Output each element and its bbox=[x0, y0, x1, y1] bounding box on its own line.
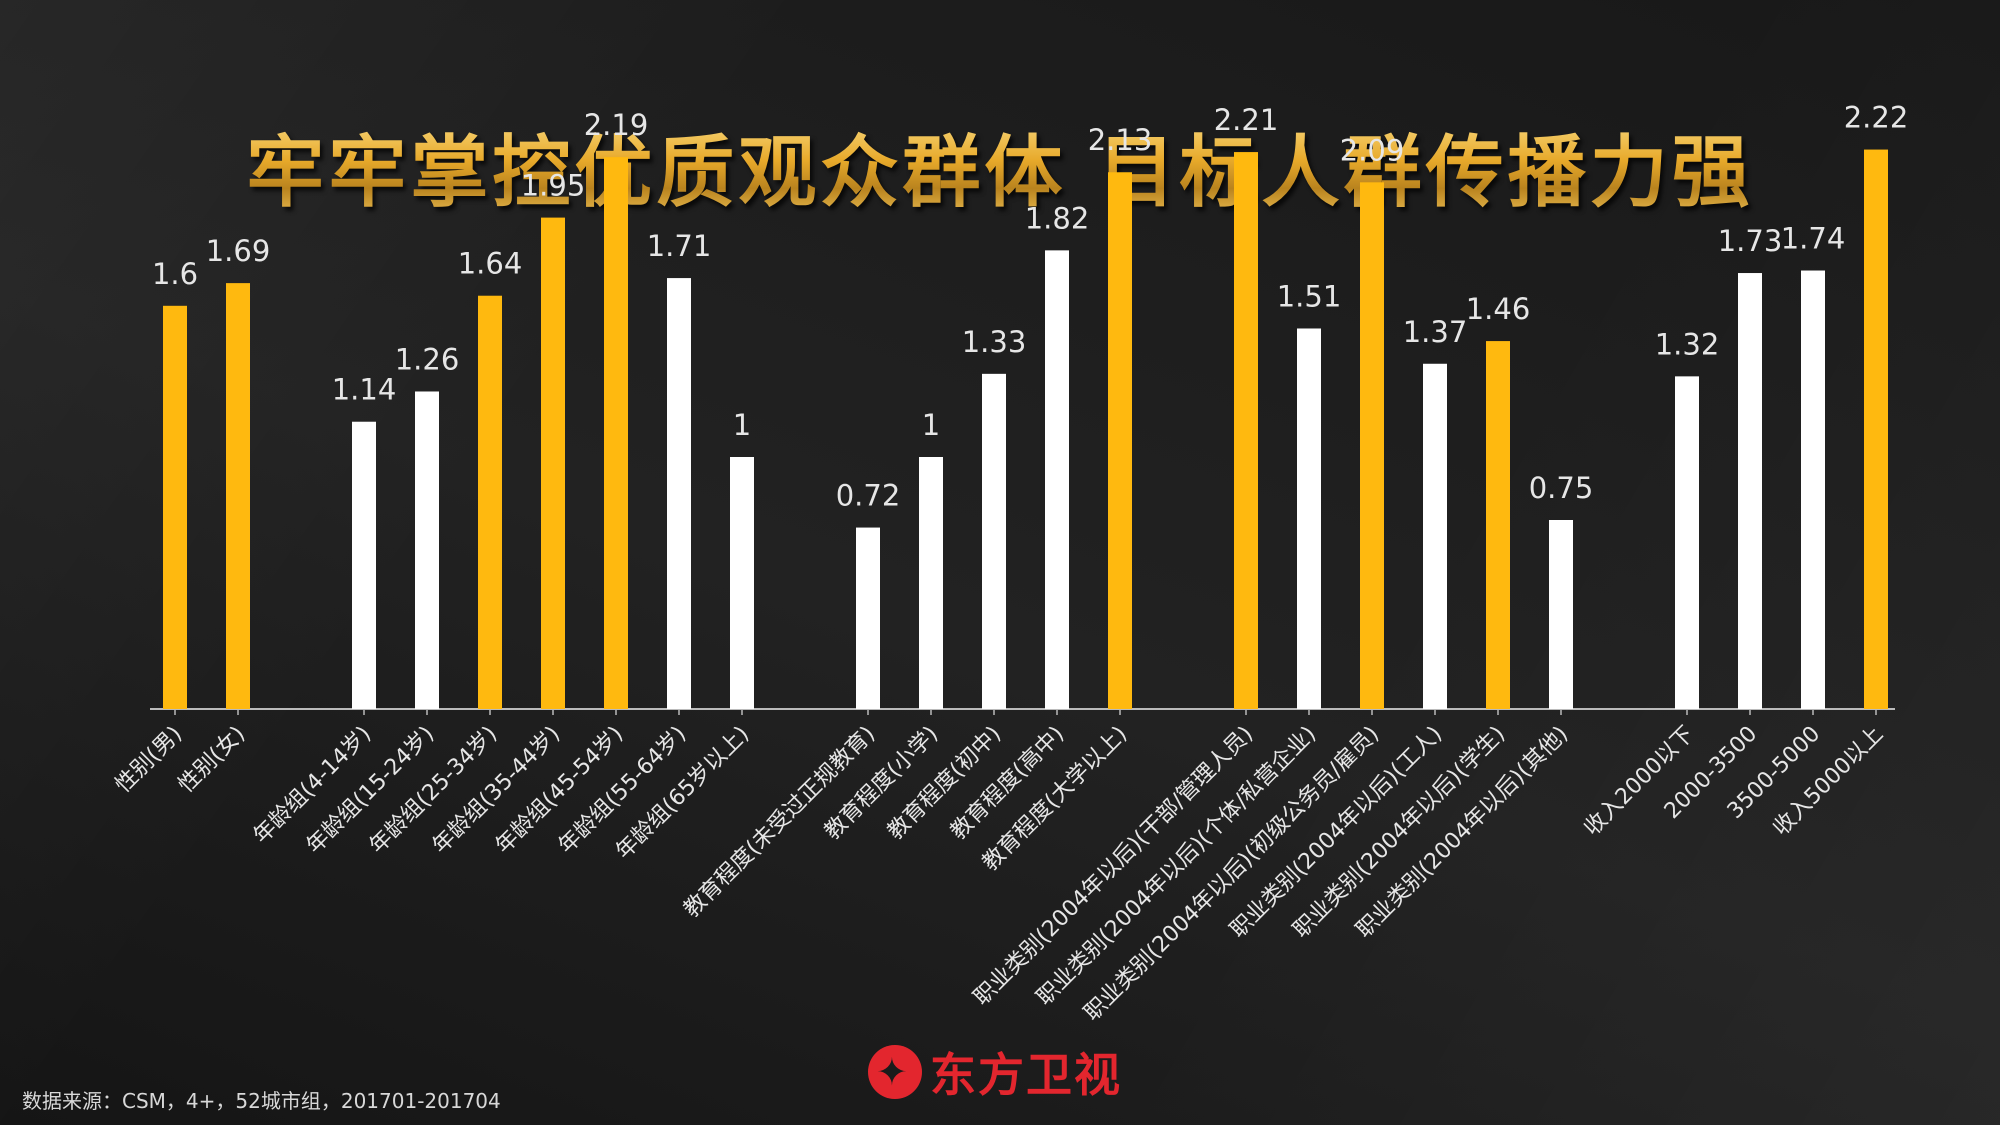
data-label-12: 1.82 bbox=[1025, 201, 1090, 235]
data-label-22: 1.74 bbox=[1781, 222, 1846, 256]
category-label-10: 教育程度(小学) bbox=[820, 722, 943, 845]
data-label-7: 1.71 bbox=[647, 229, 712, 263]
bar-12 bbox=[1045, 250, 1069, 710]
bar-18 bbox=[1486, 341, 1510, 709]
data-label-19: 0.75 bbox=[1529, 471, 1594, 505]
data-label-18: 1.46 bbox=[1466, 292, 1531, 326]
data-label-21: 1.73 bbox=[1718, 224, 1783, 258]
bar-4 bbox=[478, 295, 502, 709]
bar-23 bbox=[1864, 149, 1888, 709]
data-label-17: 1.37 bbox=[1403, 315, 1468, 349]
data-label-15: 1.51 bbox=[1277, 279, 1342, 313]
bar-9 bbox=[856, 527, 880, 709]
bar-3 bbox=[415, 391, 439, 709]
category-label-23: 收入5000以上 bbox=[1769, 722, 1889, 842]
bar-1 bbox=[226, 283, 250, 709]
bar-13 bbox=[1108, 172, 1132, 710]
data-label-16: 2.09 bbox=[1340, 133, 1405, 167]
data-label-6: 2.19 bbox=[584, 108, 649, 142]
category-label-16: 职业类别(2004年以后)(初级公务员/雇员) bbox=[1080, 722, 1385, 1027]
bar-21 bbox=[1738, 273, 1762, 709]
dragonfly-logo-icon: ✦ bbox=[868, 1045, 922, 1099]
category-label-0: 性别(男) bbox=[111, 722, 187, 798]
data-label-5: 1.95 bbox=[521, 169, 586, 203]
data-label-11: 1.33 bbox=[962, 325, 1027, 359]
data-source-note: 数据来源：CSM，4+，52城市组，201701-201704 bbox=[22, 1089, 501, 1113]
bar-6 bbox=[604, 157, 628, 709]
bar-16 bbox=[1360, 182, 1384, 709]
data-label-4: 1.64 bbox=[458, 247, 523, 281]
bar-7 bbox=[667, 278, 691, 709]
data-label-2: 1.14 bbox=[332, 373, 397, 407]
data-label-8: 1 bbox=[733, 408, 751, 442]
data-label-14: 2.21 bbox=[1214, 103, 1279, 137]
bar-20 bbox=[1675, 376, 1699, 709]
category-label-20: 收入2000以下 bbox=[1580, 722, 1700, 842]
bar-22 bbox=[1801, 270, 1825, 709]
bar-2 bbox=[352, 421, 376, 709]
bar-0 bbox=[163, 305, 187, 709]
category-label-11: 教育程度(初中) bbox=[883, 722, 1006, 845]
bar-15 bbox=[1297, 328, 1321, 709]
bar-8 bbox=[730, 457, 754, 709]
bar-5 bbox=[541, 217, 565, 709]
bar-17 bbox=[1423, 363, 1447, 709]
logo-text: 东方卫视 bbox=[930, 1048, 1122, 1102]
data-label-0: 1.6 bbox=[152, 257, 198, 291]
data-label-13: 2.13 bbox=[1088, 123, 1153, 157]
data-label-23: 2.22 bbox=[1844, 101, 1909, 135]
bar-10 bbox=[919, 457, 943, 709]
data-label-20: 1.32 bbox=[1655, 327, 1720, 361]
data-label-3: 1.26 bbox=[395, 342, 460, 376]
page-title: 牢牢掌控优质观众群体 目标人群传播力强 bbox=[0, 110, 2000, 222]
bar-19 bbox=[1549, 520, 1573, 709]
data-label-10: 1 bbox=[922, 408, 940, 442]
category-label-12: 教育程度(高中) bbox=[946, 722, 1069, 845]
data-label-1: 1.69 bbox=[206, 234, 271, 268]
bar-14 bbox=[1234, 152, 1258, 709]
category-label-1: 性别(女) bbox=[174, 722, 250, 798]
brand-logo: ✦ 东方卫视 bbox=[868, 1043, 1122, 1102]
bar-11 bbox=[982, 373, 1006, 709]
data-label-9: 0.72 bbox=[836, 479, 901, 513]
